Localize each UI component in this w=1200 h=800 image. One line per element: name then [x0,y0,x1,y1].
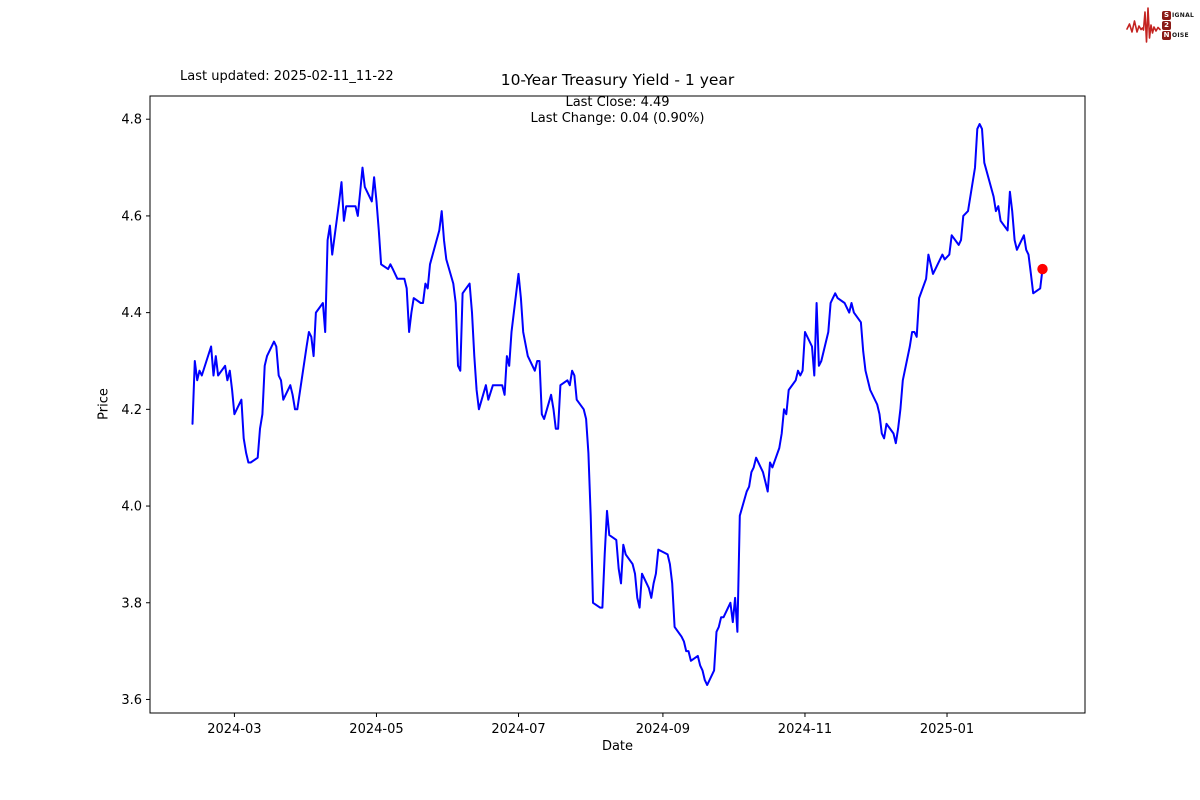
x-tick-label: 2024-11 [778,722,832,737]
signal2noise-logo: S IGNAL 2 N OISE [1126,2,1198,48]
logo-row-two: 2 [1162,20,1194,30]
x-tick-label: 2024-03 [207,722,261,737]
x-tick-label: 2024-09 [636,722,690,737]
logo-row-signal: S IGNAL [1162,10,1195,20]
last-updated-label: Last updated: 2025-02-11_11-22 [180,69,394,84]
last-close-marker [1037,263,1048,275]
chart-title: 10-Year Treasury Yield - 1 year [500,71,735,89]
y-tick-label: 4.0 [121,500,142,515]
heartbeat-waveform-icon [1126,7,1161,43]
y-tick-label: 3.6 [121,693,142,708]
price-line [191,123,1044,686]
y-tick-label: 4.6 [121,209,142,224]
chart-subtitle-last-close: Last Close: 4.49 [565,95,670,110]
x-axis-label: Date [601,739,634,754]
logo-digit-2: 2 [1162,20,1171,30]
logo-row-noise: N OISE [1162,30,1194,40]
logo-word-noise-rest: OISE [1172,31,1189,39]
x-tick-label: 2025-01 [920,722,974,737]
plot-border [149,95,1086,714]
y-tick-label: 4.4 [121,306,142,321]
logo-letter-s: S [1162,10,1171,20]
x-tick-label: 2024-05 [349,722,403,737]
y-tick-label: 4.8 [121,113,142,128]
y-tick-label: 3.8 [121,596,142,611]
x-tick-label: 2024-07 [491,722,545,737]
y-tick-label: 4.2 [121,403,142,418]
chart-subtitle-last-change: Last Change: 0.04 (0.90%) [530,111,705,126]
logo-word-signal-rest: IGNAL [1172,11,1195,19]
logo-wordmark: S IGNAL 2 N OISE [1162,10,1195,40]
logo-letter-n: N [1162,30,1171,40]
